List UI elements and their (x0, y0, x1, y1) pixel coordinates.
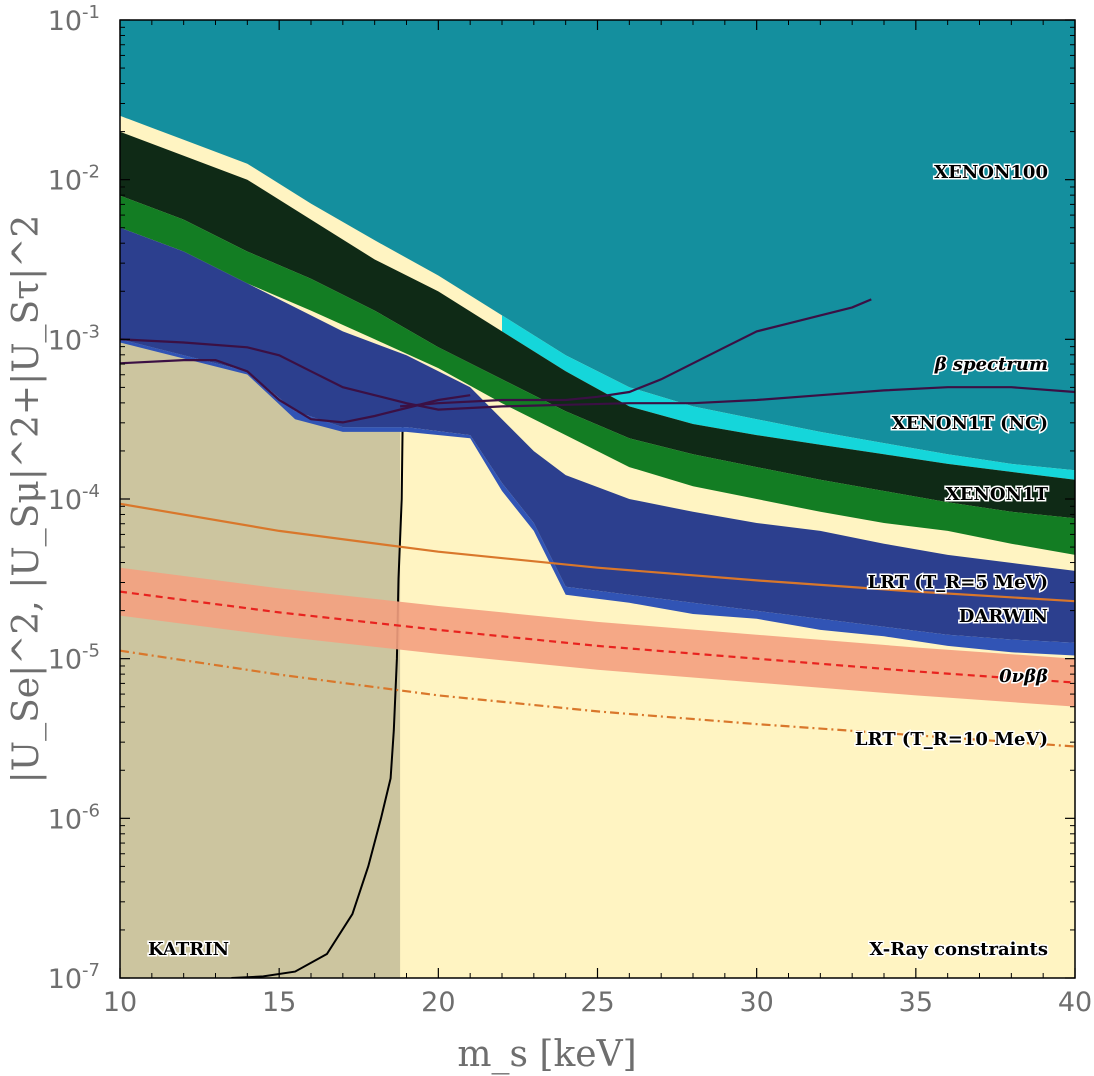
label-xenon1t: XENON1T (946, 484, 1049, 505)
curve-spectrum (120, 338, 1075, 411)
x-tick-label: 10 (103, 987, 137, 1018)
x-tick-label: 30 (739, 987, 773, 1018)
label-xray-constraints: X-Ray constraints (869, 939, 1048, 960)
label-lrt-10mev: LRT (T_R=10 MeV) (855, 729, 1048, 750)
region-katrin (120, 339, 404, 978)
label-katrin: KATRIN (148, 939, 229, 960)
region-0-band (120, 567, 1075, 707)
curve-0 (120, 590, 1075, 684)
y-axis-label: |U_Se|^2, |U_Sμ|^2+|U_Sτ|^2 (6, 215, 47, 784)
constraint-curves (120, 298, 1075, 748)
region-xenon1t (120, 131, 1075, 519)
curve-xenon1t-nc-edge (400, 298, 872, 408)
exclusion-regions (120, 20, 1075, 978)
region-xenon1t-band (120, 195, 1075, 555)
label-lrt-5mev: LRT (T_R=5 MeV) (867, 572, 1048, 593)
x-tick-label: 25 (580, 987, 614, 1018)
label-xenon1t-nc: XENON1T (NC) (892, 413, 1048, 434)
region-labels: XENON100 β spectrum XENON1T (NC) XENON1T… (147, 161, 1051, 962)
x-tick-label: 20 (421, 987, 455, 1018)
x-axis-label: m_s [keV] (457, 1034, 636, 1075)
region-xenon1t-nc-band (502, 315, 1075, 480)
y-tick-label: 10-7 (48, 960, 100, 995)
x-tick-label: 15 (262, 987, 296, 1018)
label-darwin: DARWIN (959, 606, 1048, 627)
label-beta-spectrum: β spectrum (934, 354, 1048, 375)
region-xenon1t-nc (120, 20, 1075, 471)
label-0nubb: 0νββ (999, 666, 1048, 687)
y-tick-label: 10-6 (48, 800, 100, 835)
x-tick-label: 35 (899, 987, 933, 1018)
y-tick-label: 10-4 (48, 481, 100, 516)
curve-lrt-t-r-5-mev (120, 502, 1075, 603)
y-tick-label: 10-3 (48, 321, 100, 356)
label-xenon100: XENON100 (934, 162, 1048, 183)
y-tick-label: 10-5 (48, 641, 100, 676)
region-darwin-band (120, 339, 1075, 656)
y-tick-label: 10-1 (48, 2, 100, 37)
curve-lrt-t-r-10-mev (120, 649, 1075, 748)
region-katrin-boundary (231, 371, 405, 978)
region-darwin (120, 227, 1075, 643)
x-tick-label: 40 (1058, 987, 1092, 1018)
y-tick-label: 10-2 (48, 162, 100, 197)
